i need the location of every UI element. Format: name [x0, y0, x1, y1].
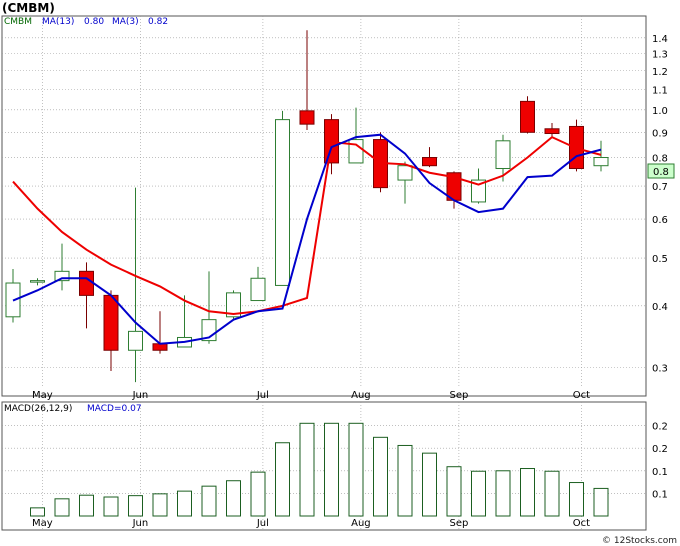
macd-bar [520, 468, 535, 517]
price-y-tick-label: 0.6 [652, 215, 668, 226]
macd-legend-params: MACD(26,12,9) [4, 404, 72, 414]
macd-x-tick-label: Sep [449, 518, 468, 529]
candle-up [226, 292, 241, 318]
last-value-badge [647, 163, 675, 179]
macd-bar [201, 485, 217, 517]
macd-bar [593, 487, 609, 517]
candle-up [471, 179, 486, 203]
price-x-tick-label: Sep [449, 390, 468, 401]
macd-x-tick-label: Jul [256, 518, 269, 529]
candle-down [79, 270, 94, 296]
macd-bar [324, 422, 339, 517]
legend-ma13-label: MA(13) [42, 17, 74, 27]
candle-down [544, 128, 560, 135]
price-candles [5, 30, 609, 383]
macd-y-tick-label: 0.1 [652, 489, 668, 500]
macd-y-tick-label: 0.2 [652, 422, 668, 433]
macd-x-tick-label: Jun [132, 518, 149, 529]
price-x-tick-label: Jul [256, 390, 269, 401]
macd-bars [30, 422, 609, 517]
macd-bar [446, 466, 462, 517]
price-x-tick-label: Oct [573, 390, 590, 401]
legend-ma3-value: 0.82 [148, 17, 168, 27]
macd-bar [569, 482, 584, 517]
price-y-tick-label: 0.9 [652, 128, 668, 139]
price-y-tick-label: 0.3 [652, 363, 668, 374]
moving-average-lines [12, 133, 602, 345]
price-y-tick-label: 1.3 [652, 50, 668, 61]
macd-bar [226, 480, 241, 517]
price-y-axis-labels: 0.3 0.4 0.5 0.6 0.7 0.8 0.9 1.0 1.1 1.2 1.3 1.4 [652, 34, 668, 375]
macd-x-tick-label: May [32, 518, 53, 529]
price-y-tick-label: 0.8 [652, 154, 668, 165]
candle-up [54, 270, 70, 282]
candle-up [128, 330, 143, 351]
candle-down [520, 100, 535, 133]
macd-bar [471, 470, 486, 517]
ma-slow-line [12, 135, 602, 316]
price-panel-frame [1, 15, 647, 397]
price-y-tick-label: 1.4 [652, 34, 668, 45]
macd-bar [128, 495, 143, 517]
candle-down [422, 157, 437, 167]
macd-bar [422, 452, 437, 517]
price-y-tick-label: 1.2 [652, 67, 668, 78]
macd-bar [397, 444, 413, 517]
macd-y-tick-label: 0.1 [652, 467, 668, 478]
price-x-tick-label: May [32, 390, 53, 401]
last-value-label: 0.8 [653, 167, 669, 178]
macd-bar [275, 442, 290, 517]
price-y-tick-label: 0.7 [652, 182, 668, 193]
candle-up [275, 119, 290, 286]
candle-down [299, 110, 315, 125]
macd-bar [152, 493, 168, 517]
macd-bar [495, 470, 511, 517]
legend-ma3-label: MA(3) [112, 17, 139, 27]
price-x-tick-label: Aug [351, 390, 371, 401]
ma-fast-line [12, 133, 602, 345]
legend-ma13-value: 0.80 [84, 17, 104, 27]
candle-up [30, 280, 45, 283]
macd-bar [30, 507, 45, 517]
macd-x-tick-label: Aug [351, 518, 371, 529]
macd-y-tick-label: 0.2 [652, 444, 668, 455]
candle-up [397, 165, 413, 181]
price-y-tick-label: 0.4 [652, 302, 668, 313]
macd-legend-value: MACD=0.07 [87, 404, 142, 414]
price-y-tick-label: 0.5 [652, 254, 668, 265]
macd-bar [54, 498, 70, 517]
candle-up [495, 140, 511, 169]
candle-up [250, 277, 266, 302]
macd-x-tick-label: Oct [573, 518, 590, 529]
price-x-axis-labels: May Jun Jul Aug Sep Oct [32, 390, 590, 401]
macd-bar [348, 422, 364, 517]
macd-bar [250, 471, 266, 517]
macd-bar [177, 490, 192, 517]
page-title: (CMBM) [2, 1, 55, 15]
legend-symbol: CMBM [4, 17, 32, 27]
candle-up [348, 139, 364, 164]
macd-bar [79, 494, 94, 517]
macd-bar [373, 436, 388, 517]
candle-down [103, 294, 119, 351]
site-credit: © 12Stocks.com [602, 536, 677, 546]
macd-bar [299, 422, 315, 517]
price-x-tick-label: Jun [132, 390, 149, 401]
price-y-tick-label: 1.1 [652, 85, 668, 96]
macd-y-axis-labels: 0.1 0.1 0.2 0.2 [652, 422, 668, 501]
candle-up [593, 157, 609, 167]
price-y-tick-label: 1.0 [652, 106, 668, 117]
macd-x-axis-labels: May Jun Jul Aug Sep Oct [32, 518, 590, 529]
macd-bar [103, 496, 119, 517]
macd-bar [544, 470, 560, 517]
